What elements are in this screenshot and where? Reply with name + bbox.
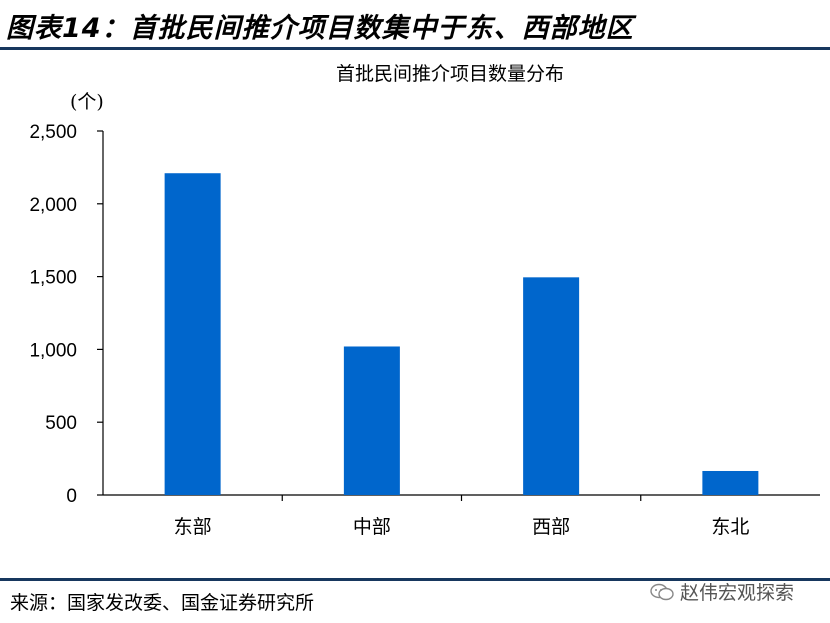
y-tick-label: 1,000 [29,340,77,361]
y-tick-label: 1,500 [29,268,77,289]
bar [702,470,759,495]
x-category-label: 东北 [711,516,749,538]
bars [164,173,759,495]
source-note: 来源：国家发改委、国金证券研究所 [10,592,315,614]
y-tick-label: 2,000 [29,195,77,216]
x-labels: 东部 中部 西部 东北 [174,516,750,538]
y-tick-label: 500 [45,413,77,434]
figure-title: 图表14：首批民间推介项目数集中于东、西部地区 [6,13,634,44]
y-ticks: 0 500 1,000 1,500 2,000 2,500 [29,122,103,507]
bottom-rule [0,578,830,581]
x-category-label: 中部 [353,516,391,538]
y-tick-label: 2,500 [29,122,77,143]
axes [102,131,820,501]
bar [164,173,221,495]
y-axis-unit: (个) [70,91,104,113]
y-tick-label: 0 [66,486,77,507]
top-rule [0,47,830,50]
wechat-icon [650,583,674,600]
x-category-label: 东部 [174,516,212,538]
chart-title: 首批民间推介项目数量分布 [336,63,564,85]
bar [343,346,400,495]
bar [523,277,580,495]
x-category-label: 西部 [532,516,570,538]
watermark-text: 赵伟宏观探索 [680,582,795,604]
bar-chart: 首批民间推介项目数量分布 (个) 0 500 1,000 1,500 2,000 2,50… [29,63,820,538]
watermark: 赵伟宏观探索 [650,578,794,605]
